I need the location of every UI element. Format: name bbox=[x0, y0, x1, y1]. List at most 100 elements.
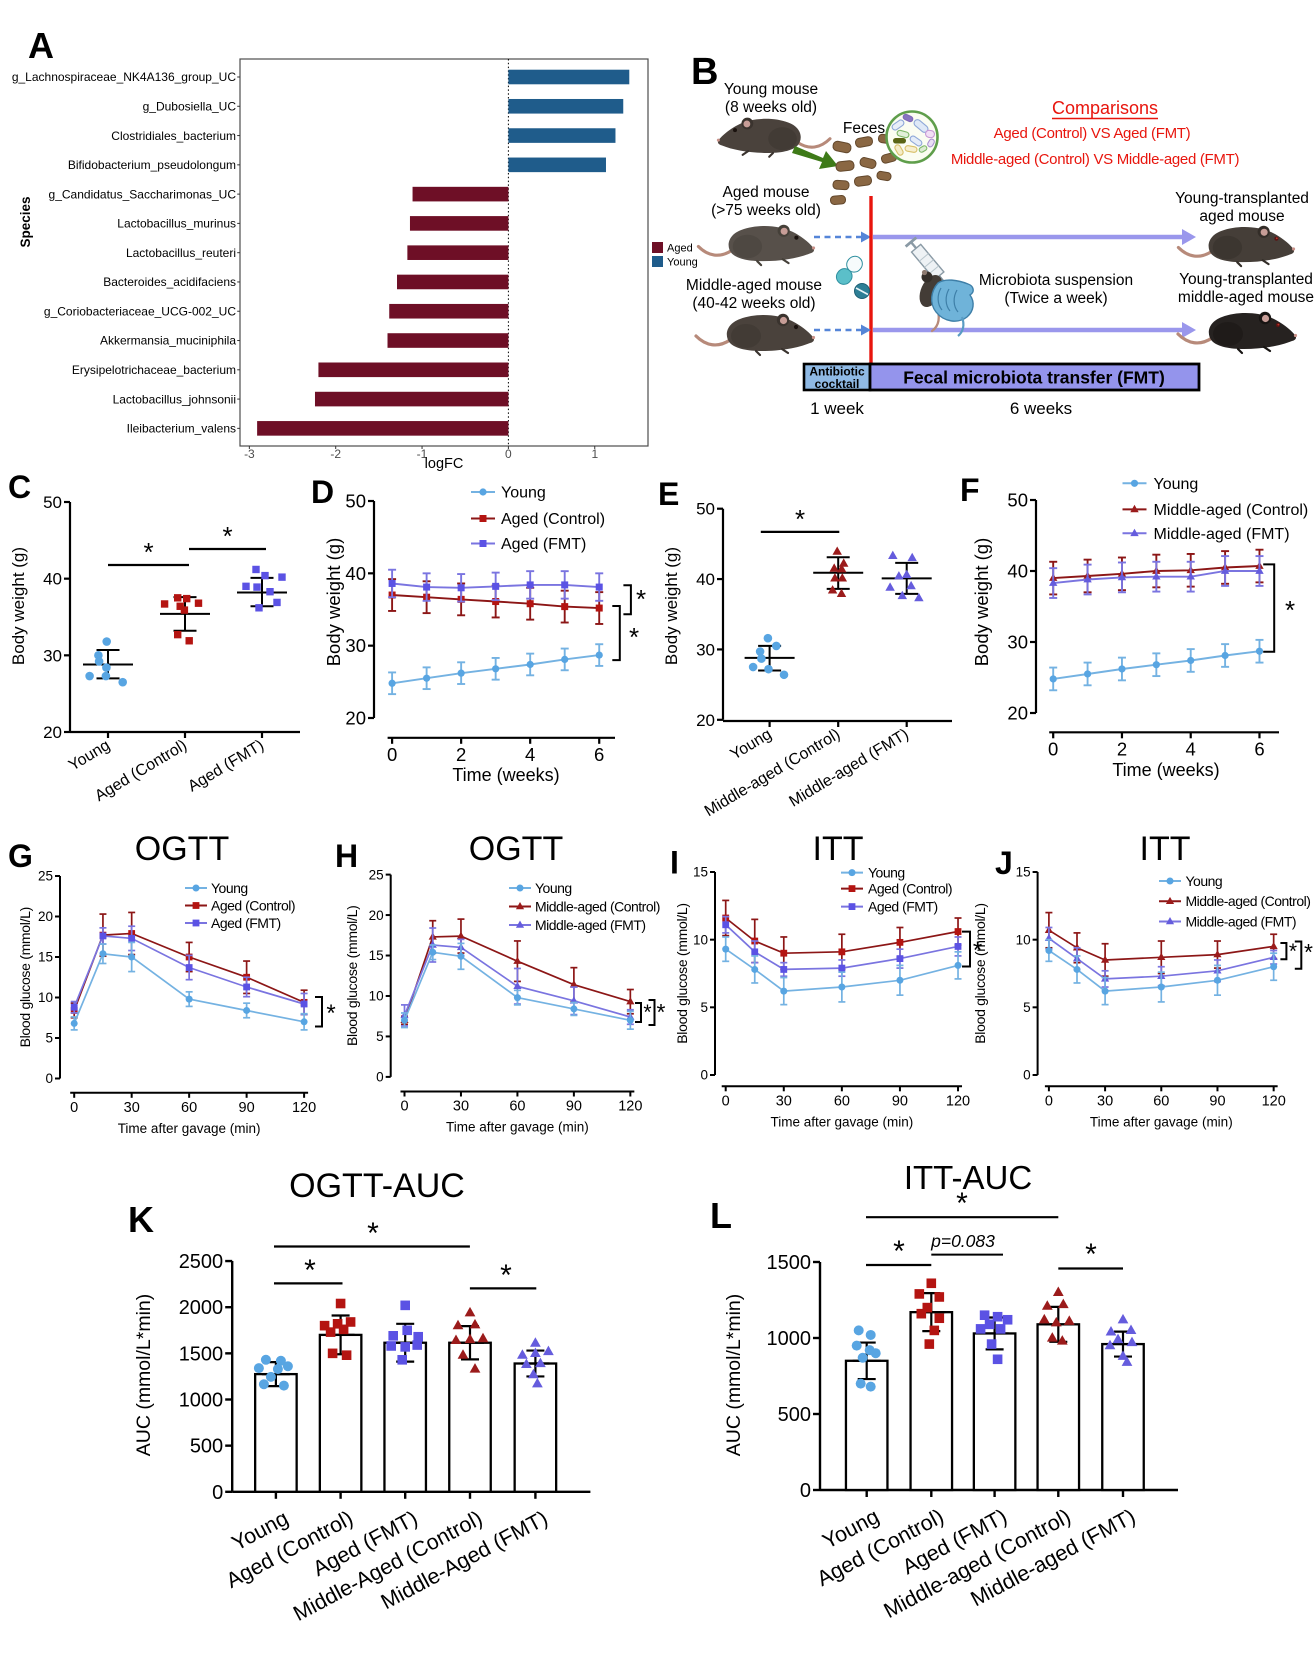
svg-text:60: 60 bbox=[509, 1099, 525, 1115]
svg-text:6: 6 bbox=[1254, 738, 1264, 759]
svg-text:0: 0 bbox=[800, 1480, 811, 1502]
svg-text:60: 60 bbox=[1153, 1093, 1169, 1109]
svg-text:ITT: ITT bbox=[813, 830, 864, 868]
svg-text:Aged (FMT): Aged (FMT) bbox=[211, 915, 281, 931]
svg-text:Erysipelotrichaceae_bacterium: Erysipelotrichaceae_bacterium bbox=[72, 363, 236, 377]
svg-text:20: 20 bbox=[43, 723, 62, 742]
svg-text:*: * bbox=[893, 1235, 905, 1268]
svg-text:Body weight (g): Body weight (g) bbox=[662, 547, 681, 665]
svg-text:*: * bbox=[657, 999, 666, 1025]
svg-text:40: 40 bbox=[43, 570, 62, 589]
svg-text:Time (weeks): Time (weeks) bbox=[452, 765, 559, 785]
svg-text:AUC (mmol/L*min): AUC (mmol/L*min) bbox=[723, 1294, 745, 1457]
svg-text:Young: Young bbox=[728, 726, 775, 764]
svg-text:90: 90 bbox=[1209, 1093, 1225, 1109]
svg-text:ITT: ITT bbox=[1140, 830, 1191, 868]
svg-text:Body weight (g): Body weight (g) bbox=[323, 538, 344, 667]
svg-text:*: * bbox=[636, 584, 646, 614]
svg-text:60: 60 bbox=[834, 1093, 850, 1109]
svg-text:Young: Young bbox=[667, 257, 698, 269]
svg-text:Time after gavage (min): Time after gavage (min) bbox=[446, 1120, 589, 1135]
svg-text:*: * bbox=[1285, 595, 1295, 625]
svg-text:40: 40 bbox=[1007, 561, 1028, 582]
svg-text:1000: 1000 bbox=[767, 1328, 812, 1350]
svg-text:30: 30 bbox=[453, 1099, 469, 1115]
svg-text:Middle-aged (Control): Middle-aged (Control) bbox=[1154, 502, 1309, 519]
svg-text:B: B bbox=[691, 51, 718, 93]
svg-text:*: * bbox=[326, 1000, 335, 1027]
svg-text:Aged (FMT): Aged (FMT) bbox=[868, 899, 938, 915]
svg-text:Blood glucose (mmol/L): Blood glucose (mmol/L) bbox=[972, 903, 988, 1043]
svg-text:Lactobacillus_murinus: Lactobacillus_murinus bbox=[117, 217, 236, 231]
svg-text:Time after gavage (min): Time after gavage (min) bbox=[118, 1121, 261, 1136]
svg-text:50: 50 bbox=[43, 493, 62, 512]
svg-text:Aged (Control) VS Aged (FMT): Aged (Control) VS Aged (FMT) bbox=[994, 125, 1191, 142]
svg-text:20: 20 bbox=[345, 708, 366, 729]
svg-text:Young-transplanted: Young-transplanted bbox=[1175, 190, 1309, 207]
svg-text:0: 0 bbox=[376, 1070, 384, 1085]
svg-text:15: 15 bbox=[1016, 865, 1031, 880]
svg-text:120: 120 bbox=[946, 1093, 970, 1109]
svg-text:Lactobacillus_johnsonii: Lactobacillus_johnsonii bbox=[113, 392, 236, 406]
svg-text:20: 20 bbox=[369, 908, 384, 923]
svg-text:*: * bbox=[1289, 940, 1297, 963]
svg-text:E: E bbox=[658, 476, 679, 512]
svg-text:5: 5 bbox=[45, 1031, 53, 1046]
svg-text:Young mouse: Young mouse bbox=[724, 81, 818, 98]
svg-text:15: 15 bbox=[369, 948, 384, 963]
svg-text:g_Candidatus_Saccharimonas_UC: g_Candidatus_Saccharimonas_UC bbox=[49, 187, 237, 201]
svg-text:L: L bbox=[710, 1195, 732, 1236]
svg-text:cocktail: cocktail bbox=[815, 377, 860, 391]
svg-text:30: 30 bbox=[1097, 1093, 1113, 1109]
svg-text:-1: -1 bbox=[417, 447, 428, 461]
svg-text:Blood glucose (mmol/L): Blood glucose (mmol/L) bbox=[674, 903, 690, 1043]
svg-text:5: 5 bbox=[376, 1029, 384, 1044]
svg-text:10: 10 bbox=[38, 990, 53, 1005]
svg-text:5: 5 bbox=[700, 1000, 708, 1015]
svg-text:*: * bbox=[956, 1187, 968, 1220]
svg-text:30: 30 bbox=[1007, 632, 1028, 653]
svg-text:Blood glucose (mmol/L): Blood glucose (mmol/L) bbox=[344, 906, 360, 1046]
svg-text:0: 0 bbox=[700, 1068, 708, 1083]
svg-text:500: 500 bbox=[190, 1436, 223, 1458]
svg-text:*: * bbox=[629, 622, 639, 652]
svg-text:g_Dubosiella_UC: g_Dubosiella_UC bbox=[143, 100, 237, 114]
svg-text:Young: Young bbox=[501, 485, 546, 502]
svg-text:*: * bbox=[304, 1254, 316, 1287]
svg-text:Aged mouse: Aged mouse bbox=[722, 184, 809, 201]
svg-text:*: * bbox=[222, 521, 232, 551]
svg-text:Clostridiales_bacterium: Clostridiales_bacterium bbox=[111, 129, 236, 143]
svg-text:Feces: Feces bbox=[843, 120, 885, 137]
svg-text:Aged (Control): Aged (Control) bbox=[501, 511, 605, 528]
svg-text:4: 4 bbox=[525, 744, 535, 765]
svg-text:Young: Young bbox=[535, 880, 572, 896]
svg-text:(8 weeks old): (8 weeks old) bbox=[725, 99, 817, 116]
svg-text:ITT-AUC: ITT-AUC bbox=[904, 1159, 1032, 1196]
svg-text:*: * bbox=[143, 537, 153, 567]
svg-text:(40-42 weeks old): (40-42 weeks old) bbox=[692, 295, 815, 312]
svg-text:50: 50 bbox=[345, 491, 366, 512]
svg-text:2: 2 bbox=[1117, 738, 1127, 759]
svg-text:120: 120 bbox=[292, 1100, 316, 1116]
svg-text:25: 25 bbox=[369, 867, 384, 882]
svg-text:p=0.083: p=0.083 bbox=[930, 1231, 995, 1251]
svg-text:logFC: logFC bbox=[425, 456, 464, 472]
svg-text:Comparisons: Comparisons bbox=[1052, 98, 1158, 118]
svg-text:Akkermansia_muciniphila: Akkermansia_muciniphila bbox=[100, 334, 236, 348]
svg-text:4: 4 bbox=[1186, 738, 1196, 759]
svg-text:Time after gavage (min): Time after gavage (min) bbox=[1090, 1114, 1233, 1129]
svg-text:I: I bbox=[670, 845, 679, 881]
svg-text:*: * bbox=[1304, 939, 1313, 965]
svg-text:0: 0 bbox=[400, 1099, 408, 1115]
svg-text:Middle-aged (FMT): Middle-aged (FMT) bbox=[1186, 913, 1297, 929]
svg-text:10: 10 bbox=[693, 932, 708, 947]
svg-text:Lactobacillus_reuteri: Lactobacillus_reuteri bbox=[126, 246, 236, 260]
svg-text:10: 10 bbox=[369, 989, 384, 1004]
svg-text:middle-aged mouse: middle-aged mouse bbox=[1178, 289, 1314, 306]
svg-text:25: 25 bbox=[38, 869, 53, 884]
svg-text:H: H bbox=[335, 838, 358, 874]
svg-text:15: 15 bbox=[38, 950, 53, 965]
svg-text:5: 5 bbox=[1023, 1000, 1031, 1015]
svg-text:G: G bbox=[8, 838, 33, 874]
svg-text:20: 20 bbox=[38, 909, 53, 924]
